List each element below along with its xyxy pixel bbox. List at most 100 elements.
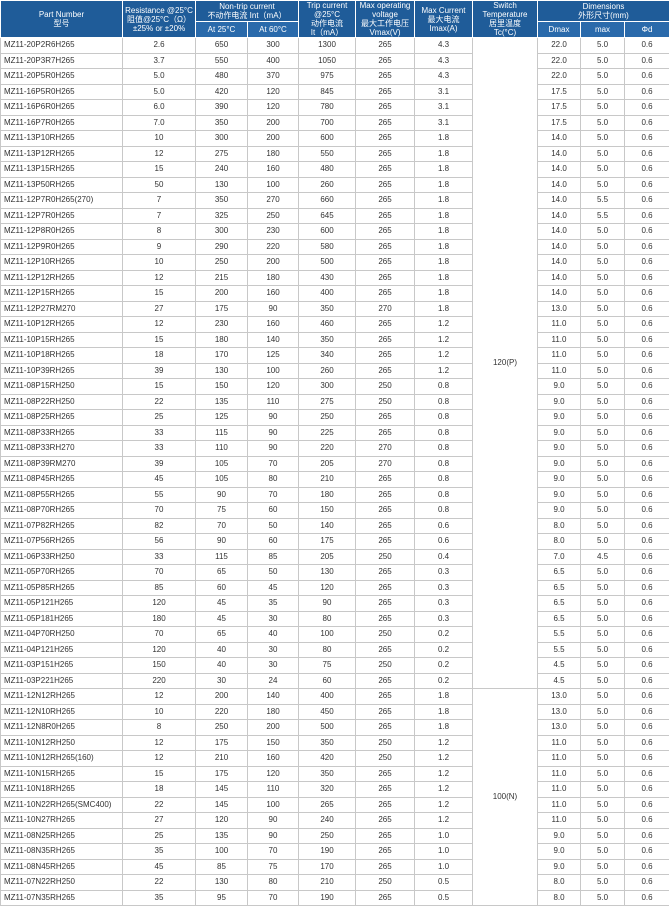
header-row: Part Number 型号 Resistance @25°C 阻值@25°C（Ω） ±…	[0, 0, 669, 38]
cell-value: 1.8	[414, 254, 473, 271]
cell-value: 110	[247, 393, 299, 410]
cell-value: 105	[195, 471, 248, 488]
part-number: MZ11-10P39RH265	[0, 362, 123, 379]
cell-value: 105	[195, 455, 248, 472]
table-row: MZ11-16P7R0H265 7.0 350 200 700 265 3.1 17.5 5.0…	[0, 114, 669, 131]
cell-value: 140	[298, 517, 356, 534]
cell-value: 350	[298, 765, 356, 782]
cell-value: 22	[122, 796, 196, 813]
part-number: MZ11-08N45RH265	[0, 858, 123, 875]
cell-value: 1.0	[414, 827, 473, 844]
cell-value: 265	[355, 796, 415, 813]
table-row: MZ11-10P39RH265 39 130 100 260 265 1.2 11.0 5.0 0…	[0, 362, 669, 379]
table-row: MZ11-20P2R6H265 2.6 650 300 1300 265 4.3 120(P)…	[0, 37, 669, 689]
cell-value: 265	[355, 52, 415, 69]
cell-value: 13.0	[537, 300, 581, 317]
cell-value: 90	[195, 486, 248, 503]
cell-value: 30	[247, 610, 299, 627]
cell-value: 9.0	[537, 858, 581, 875]
cell-value: 5.5	[580, 207, 625, 224]
cell-value: 4.5	[537, 657, 581, 674]
part-number: MZ11-12P8R0H265	[0, 223, 123, 240]
cell-value: 40	[195, 641, 248, 658]
cell-value: 0.6	[624, 858, 669, 875]
cell-value: 100	[298, 626, 356, 643]
cell-value: 5.0	[580, 533, 625, 550]
cell-value: 90	[247, 300, 299, 317]
cell-value: 130	[195, 362, 248, 379]
cell-value: 4.5	[537, 672, 581, 689]
cell-value: 0.6	[624, 424, 669, 441]
part-number: MZ11-12P7R0H265(270)	[0, 192, 123, 209]
cell-value: 120	[122, 641, 196, 658]
switch-temperature: 120(P)	[472, 37, 538, 689]
cell-value: 265	[355, 610, 415, 627]
cell-value: 265	[355, 316, 415, 333]
cell-value: 250	[298, 827, 356, 844]
part-number: MZ11-12N12RH265	[0, 688, 123, 705]
cell-value: 1.2	[414, 362, 473, 379]
header-line: Trip current	[306, 1, 348, 11]
cell-value: 0.6	[624, 548, 669, 565]
part-number: MZ11-07P82RH265	[0, 517, 123, 534]
cell-value: 82	[122, 517, 196, 534]
cell-value: 3.1	[414, 99, 473, 116]
cell-value: 0.6	[624, 83, 669, 100]
cell-value: 0.6	[624, 455, 669, 472]
cell-value: 12	[122, 145, 196, 162]
cell-value: 265	[355, 533, 415, 550]
cell-value: 200	[247, 114, 299, 131]
cell-value: 12	[122, 316, 196, 333]
cell-value: 180	[247, 145, 299, 162]
cell-value: 0.6	[624, 703, 669, 720]
cell-value: 215	[195, 269, 248, 286]
cell-value: 100	[247, 362, 299, 379]
cell-value: 120	[195, 812, 248, 829]
cell-value: 14.0	[537, 254, 581, 271]
cell-value: 0.6	[624, 285, 669, 302]
cell-value: 5.0	[580, 37, 625, 54]
table-row: MZ11-12P12RH265 12 215 180 430 265 1.8 14.0 5.0 0…	[0, 269, 669, 286]
cell-value: 175	[195, 734, 248, 751]
cell-value: 145	[195, 781, 248, 798]
cell-value: 420	[195, 83, 248, 100]
cell-value: 5.0	[580, 161, 625, 178]
cell-value: 5.0	[580, 626, 625, 643]
cell-value: 175	[195, 765, 248, 782]
cell-value: 350	[298, 300, 356, 317]
table-row: MZ11-08P45RH265 45 105 80 210 265 0.8 9.0 5.0 0.6	[0, 471, 669, 488]
cell-value: 120	[247, 99, 299, 116]
cell-value: 10	[122, 254, 196, 271]
cell-value: 5.5	[580, 192, 625, 209]
cell-value: 0.6	[624, 238, 669, 255]
cell-value: 8.0	[537, 517, 581, 534]
cell-value: 0.6	[624, 130, 669, 147]
cell-value: 1.8	[414, 192, 473, 209]
cell-value: 125	[195, 409, 248, 426]
cell-value: 150	[298, 502, 356, 519]
cell-value: 120	[122, 595, 196, 612]
voltage-header: Max operating voltage 最大工作电压 Vmax(V)	[355, 0, 415, 38]
cell-value: 80	[247, 471, 299, 488]
cell-value: 55	[122, 486, 196, 503]
cell-value: 5.0	[580, 672, 625, 689]
cell-value: 0.6	[624, 37, 669, 54]
cell-value: 0.6	[624, 486, 669, 503]
cell-value: 5.0	[580, 176, 625, 193]
part-number: MZ11-04P70RH250	[0, 626, 123, 643]
cell-value: 0.6	[624, 796, 669, 813]
part-number: MZ11-20P3R7H265	[0, 52, 123, 69]
cell-value: 190	[298, 889, 356, 906]
part-number: MZ11-05P121H265	[0, 595, 123, 612]
header-line: Tc(°C)	[493, 28, 517, 37]
cell-value: 5.0	[580, 285, 625, 302]
cell-value: 1.8	[414, 130, 473, 147]
cell-value: 10	[122, 130, 196, 147]
cell-value: 265	[355, 424, 415, 441]
table-row: MZ11-05P70RH265 70 65 50 130 265 0.3 6.5 5.0 0.6	[0, 564, 669, 581]
cell-value: 9.0	[537, 424, 581, 441]
cell-value: 65	[195, 626, 248, 643]
cell-value: 200	[195, 688, 248, 705]
subheader-cell: At 60°C	[247, 20, 299, 39]
cell-value: 6.0	[122, 99, 196, 116]
